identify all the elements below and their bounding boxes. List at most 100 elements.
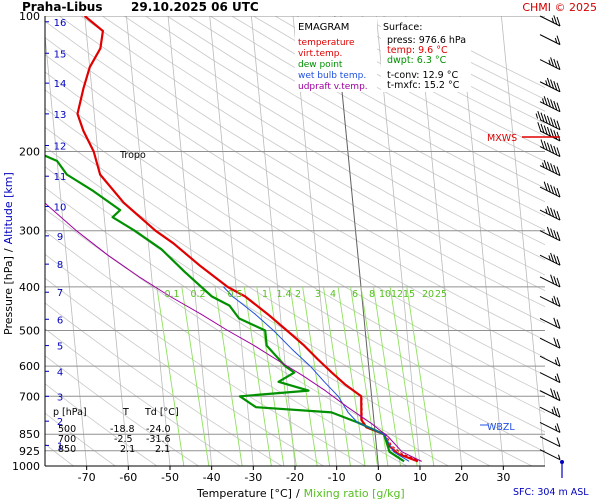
- surface-title: Surface:: [383, 22, 422, 33]
- wind-barb-half-feather: [542, 98, 545, 104]
- mixing-ratio-line: [350, 286, 379, 466]
- dry-adiabat-line: [45, 71, 545, 376]
- x-tick-label: -30: [244, 471, 262, 484]
- mixing-ratio-label: 3: [315, 289, 321, 300]
- pressure-tick-label: 600: [19, 360, 40, 373]
- wbzl-label: WBZL: [487, 422, 515, 433]
- wind-barb: [539, 337, 561, 349]
- wind-barb-half-feather: [554, 425, 558, 431]
- mixing-ratio-line: [243, 286, 272, 466]
- wind-barb: [539, 274, 561, 288]
- wind-barb-feather: [553, 276, 558, 286]
- wind-barb-half-feather: [551, 17, 555, 23]
- wind-barb-feather: [556, 356, 561, 367]
- wind-barb: [539, 160, 561, 177]
- isotherm-line: [501, 16, 545, 466]
- table-cell: 500: [58, 424, 76, 435]
- altitude-tick-label: 1: [57, 441, 63, 452]
- pressure-tick-label: 300: [19, 225, 40, 238]
- table-cell: 2.1: [120, 444, 135, 455]
- wind-barb-half-feather: [548, 59, 551, 65]
- wind-barb-feather: [556, 437, 561, 447]
- series-layer: [45, 16, 422, 463]
- dry-adiabat-line: [45, 54, 545, 358]
- dry-adiabat-line: [45, 107, 545, 413]
- wind-barb-feather: [546, 77, 551, 88]
- wind-barb-feather: [550, 128, 555, 138]
- surface-temp: temp: 9.6 °C: [387, 45, 448, 56]
- wind-barb-feather: [546, 97, 551, 108]
- wind-barb-feather: [553, 58, 558, 69]
- wind-barb-feather: [556, 297, 561, 307]
- dry-adiabat-line: [45, 126, 545, 433]
- wind-barb-half-feather: [545, 80, 548, 86]
- mixing-ratio-line: [256, 286, 285, 466]
- series-virt-temp: [93, 151, 422, 462]
- wind-barb-feather: [553, 100, 558, 111]
- wind-barb-feather: [553, 295, 558, 306]
- wind-barb: [539, 139, 561, 157]
- mixing-ratio-label: 1: [262, 289, 268, 300]
- wind-barb-feather: [556, 256, 561, 266]
- x-axis-title-mixing: Mixing ratio [g/kg]: [304, 487, 405, 500]
- wind-barb-shaft: [539, 436, 561, 447]
- wind-barb-feather: [537, 110, 542, 121]
- series-wet-bulb-temp: [223, 286, 410, 462]
- wind-barb-feather: [540, 123, 545, 134]
- dry-adiabat-line: [145, 16, 545, 246]
- y-axis-title: Pressure [hPa] / Altitude [km]: [2, 172, 15, 335]
- dry-adiabat-line: [80, 16, 545, 292]
- wind-barb-half-feather: [554, 375, 558, 382]
- legend-temperature: temperature: [298, 38, 355, 48]
- wind-barb: [539, 226, 561, 242]
- wind-barb: [539, 15, 561, 27]
- wind-barb-half-feather: [554, 359, 558, 365]
- table-cell: -24.0: [146, 424, 171, 435]
- table-row: 700 -2.5 -31.6: [58, 434, 171, 445]
- pressure-tick-label: 700: [19, 390, 40, 403]
- surface-tmxfc: t-mxfc: 15.2 °C: [387, 80, 460, 91]
- surface-dewpoint: dwpt: 6.3 °C: [387, 55, 447, 66]
- wind-barb-feather: [543, 140, 548, 151]
- isotherm-line: [251, 16, 296, 466]
- table-cell: 700: [58, 434, 76, 445]
- wind-barb: [539, 181, 561, 198]
- wind-barb-feather: [553, 130, 558, 140]
- station-name: Praha-Libus: [22, 0, 102, 14]
- x-tick-label: -70: [78, 471, 96, 484]
- mixing-ratio-line: [181, 286, 210, 466]
- isotherm-line: [45, 31, 88, 466]
- dry-adiabat-line: [188, 16, 545, 217]
- wind-barb-feather: [556, 210, 561, 221]
- x-axis-title-separator: /: [296, 487, 300, 500]
- table-cell: 850: [58, 444, 76, 455]
- sfc-altitude-label: SFC: 304 m ASL: [513, 487, 589, 498]
- wind-barb: [539, 406, 561, 418]
- wind-barb-feather: [553, 337, 558, 347]
- pressure-tick-label: 925: [19, 445, 40, 458]
- wind-barb-half-feather: [542, 162, 545, 168]
- mixing-ratio-line: [302, 286, 331, 466]
- wind-barb-feather: [546, 226, 551, 237]
- dry-adiabat-line: [102, 16, 545, 276]
- wind-barb: [539, 355, 561, 367]
- altitude-tick-label: 7: [57, 288, 63, 299]
- copyright-label: CHMI © 2025: [522, 1, 597, 14]
- x-tick-label: -60: [119, 471, 137, 484]
- sounding-datetime: 29.10.2025 06 UTC: [131, 0, 259, 14]
- mixing-ratio-label: 25: [435, 289, 447, 300]
- wind-barb-feather: [550, 79, 555, 89]
- mixing-ratio-label: 4: [330, 289, 336, 300]
- wind-barb: [539, 317, 561, 329]
- wind-barb-half-feather: [554, 37, 558, 44]
- wind-barb-feather: [553, 209, 558, 219]
- dry-adiabat-line: [45, 37, 545, 341]
- wind-barb-feather: [556, 166, 561, 176]
- altitude-tick-label: 6: [57, 315, 63, 326]
- mixing-ratio-label: 1.4: [276, 289, 291, 300]
- legend-title: EMAGRAM: [298, 22, 349, 33]
- table-header-td: Td [°C]: [144, 407, 179, 418]
- wind-barb-feather: [553, 186, 558, 196]
- wind-barb-feather: [556, 407, 561, 418]
- mixing-ratio-label: 2: [295, 289, 301, 300]
